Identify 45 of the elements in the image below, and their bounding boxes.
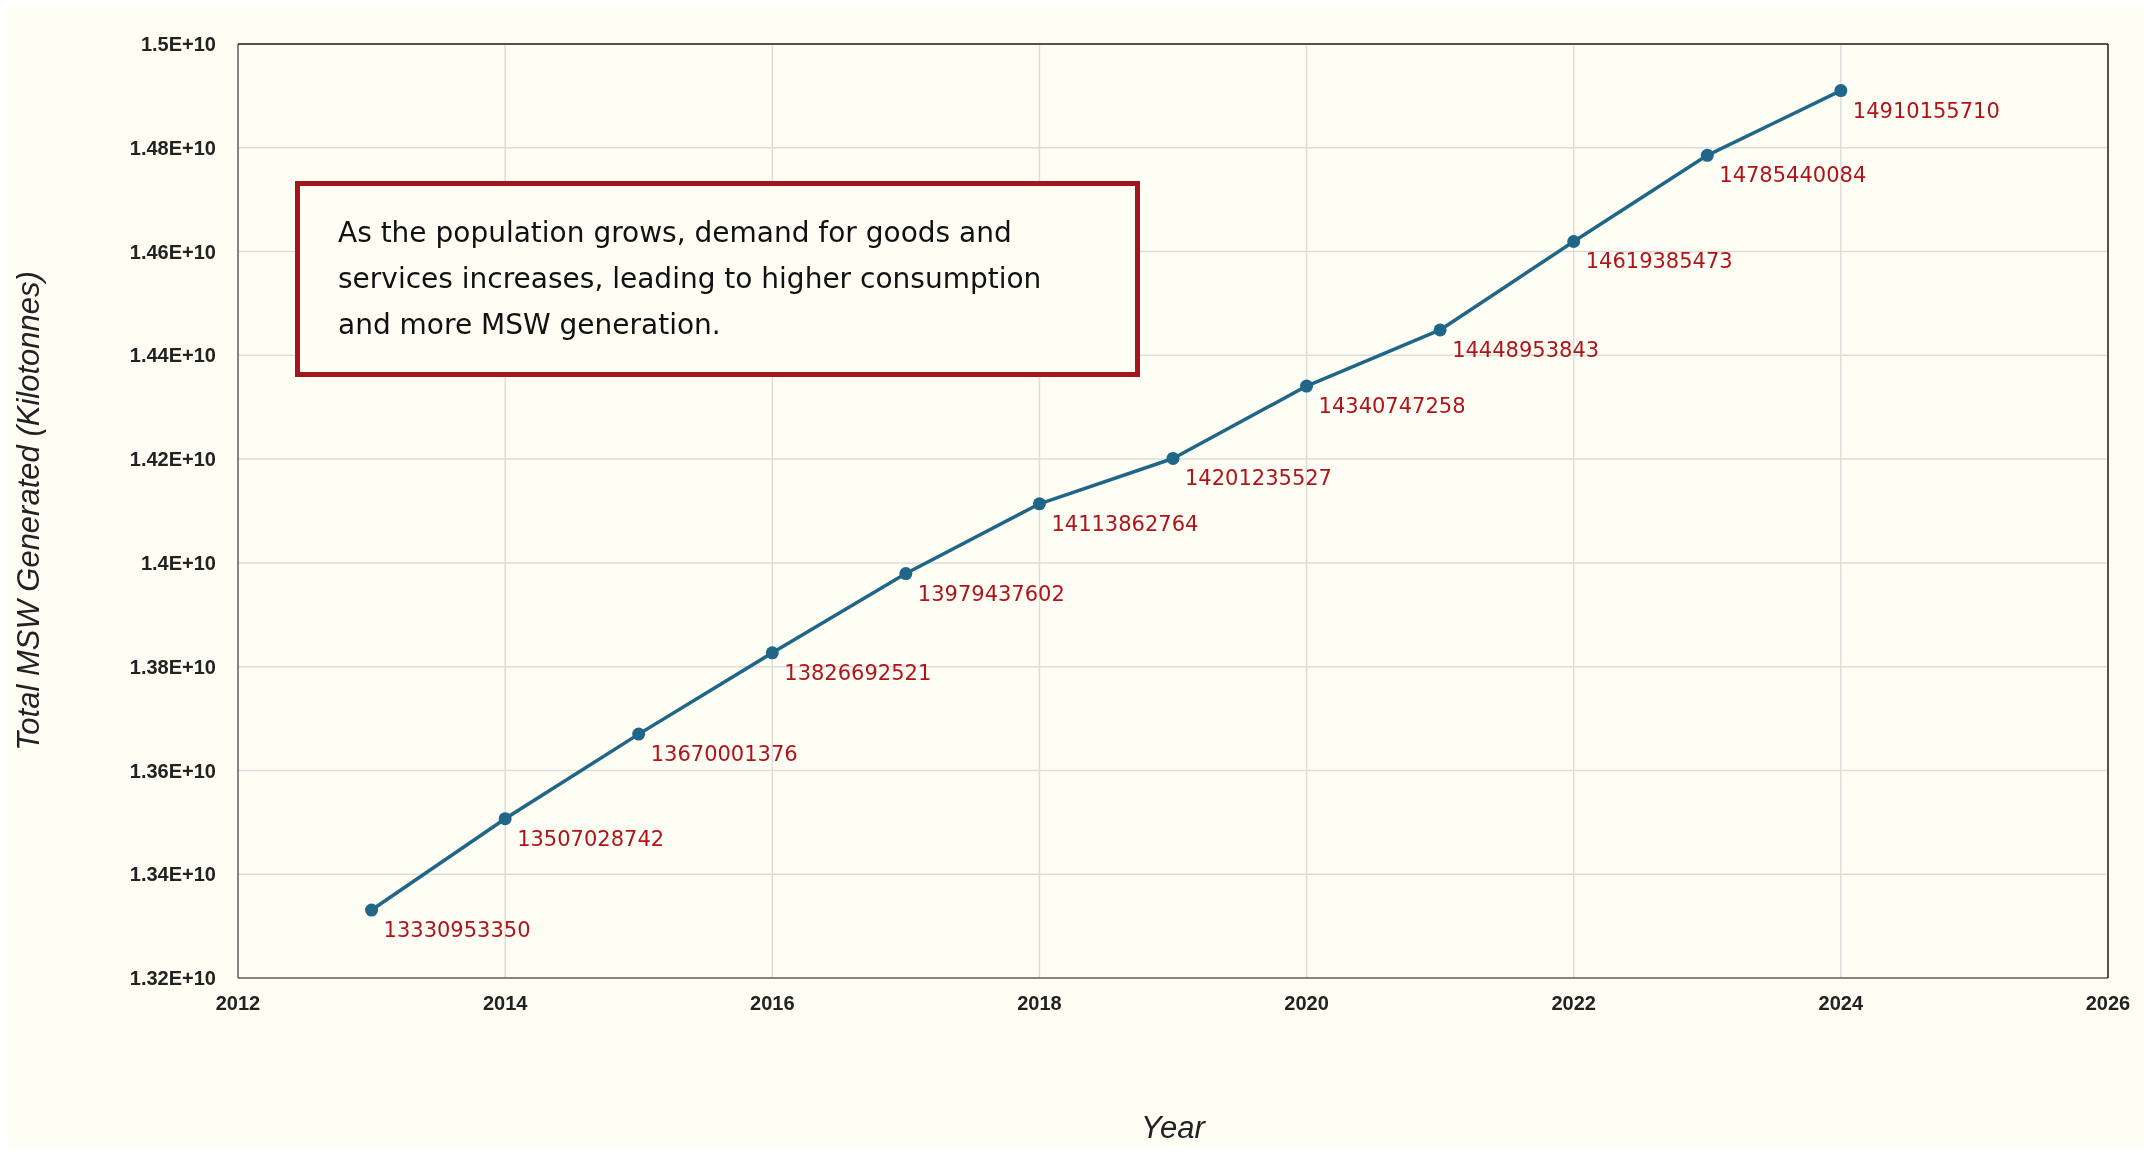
data-label: 14619385473 xyxy=(1585,249,1733,274)
y-tick-label: 1.44E+10 xyxy=(129,344,216,367)
point xyxy=(1166,451,1180,465)
data-label: 13670001376 xyxy=(650,742,798,767)
y-tick-label: 1.36E+10 xyxy=(129,759,216,782)
point xyxy=(632,727,646,741)
data-label: 13826692521 xyxy=(784,660,932,685)
point xyxy=(1700,148,1714,162)
y-tick-label: 1.46E+10 xyxy=(129,240,216,263)
data-label: 14448953843 xyxy=(1452,337,1600,362)
x-tick-label: 2018 xyxy=(1017,992,1062,1015)
point xyxy=(1032,497,1046,511)
y-tick-label: 1.34E+10 xyxy=(129,863,216,886)
y-tick-label: 1.32E+10 xyxy=(129,967,216,990)
x-tick-label: 2020 xyxy=(1284,992,1329,1015)
data-label: 13330953350 xyxy=(383,918,531,943)
x-tick-label: 2014 xyxy=(482,992,529,1015)
data-label: 13979437602 xyxy=(917,581,1065,606)
note-box: As the population grows, demand for goods and services increases, leading to higher consumption and more MSW generation. xyxy=(295,181,1140,377)
point xyxy=(1300,379,1314,393)
x-tick-label: 2024 xyxy=(1818,992,1864,1015)
data-label: 13507028742 xyxy=(517,826,665,851)
point xyxy=(1433,323,1447,337)
point xyxy=(498,812,512,826)
x-tick-label: 2022 xyxy=(1551,992,1596,1015)
data-label: 14340747258 xyxy=(1318,394,1466,419)
point xyxy=(765,646,779,660)
data-label: 14785440084 xyxy=(1719,163,1867,188)
x-axis-title: Year xyxy=(1141,1110,1207,1145)
x-tick-label: 2026 xyxy=(2085,992,2131,1015)
y-tick-label: 1.5E+10 xyxy=(140,33,216,56)
data-label: 14201235527 xyxy=(1185,466,1332,491)
point xyxy=(899,567,913,581)
x-tick-label: 2016 xyxy=(750,992,795,1015)
data-label: 14910155710 xyxy=(1852,98,2000,123)
x-tick-label: 2012 xyxy=(215,992,261,1015)
point xyxy=(1567,235,1581,248)
point xyxy=(365,903,379,917)
y-tick-label: 1.4E+10 xyxy=(140,551,216,574)
y-tick-label: 1.42E+10 xyxy=(129,448,216,471)
y-axis-title: Total MSW Generated (Kilotonnes) xyxy=(11,271,47,751)
y-tick-label: 1.38E+10 xyxy=(129,655,216,678)
y-tick-label: 1.48E+10 xyxy=(129,136,216,159)
data-label: 14113862764 xyxy=(1051,511,1199,536)
point xyxy=(1834,84,1848,98)
